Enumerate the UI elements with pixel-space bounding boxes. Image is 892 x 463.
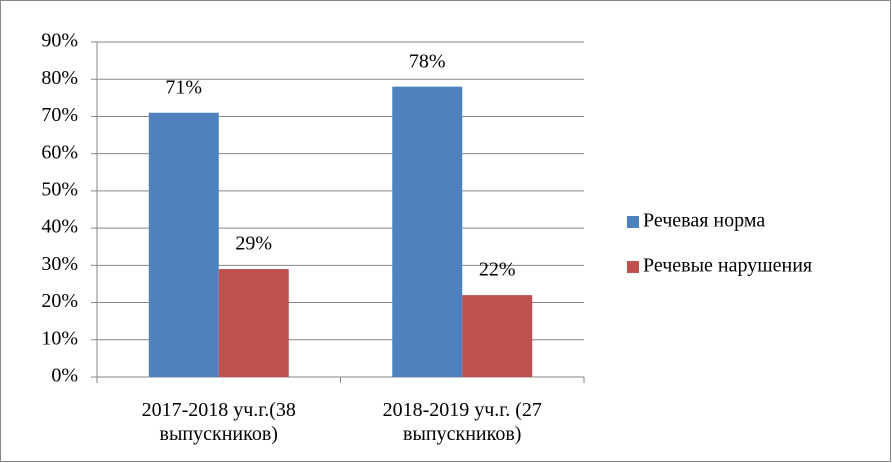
y-tick-label: 80% xyxy=(41,67,78,89)
legend-swatch xyxy=(627,216,639,228)
y-tick-label: 10% xyxy=(41,327,78,349)
value-label: 22% xyxy=(479,259,516,281)
value-label: 78% xyxy=(409,50,446,72)
bar xyxy=(392,86,463,378)
value-label: 71% xyxy=(165,76,202,98)
legend-swatch xyxy=(627,261,639,273)
legend-label: Речевые нарушения xyxy=(643,255,812,277)
y-tick-label: 60% xyxy=(41,141,78,163)
bar xyxy=(462,295,533,377)
x-tick-label: 2017-2018 уч.г.(38 выпускников) xyxy=(141,399,296,445)
x-tick-label: 2018-2019 уч.г. (27 выпускников) xyxy=(382,399,542,445)
y-tick-label: 40% xyxy=(41,216,78,238)
legend-label: Речевая норма xyxy=(643,210,765,232)
value-label: 29% xyxy=(235,233,272,255)
y-tick-label: 50% xyxy=(41,178,78,200)
bar xyxy=(148,112,219,377)
bar xyxy=(218,269,289,377)
y-tick-label: 30% xyxy=(41,253,78,275)
y-tick-label: 0% xyxy=(51,365,78,387)
y-tick-label: 70% xyxy=(41,104,78,126)
y-tick-label: 20% xyxy=(41,290,78,312)
y-tick-label: 90% xyxy=(41,30,78,52)
